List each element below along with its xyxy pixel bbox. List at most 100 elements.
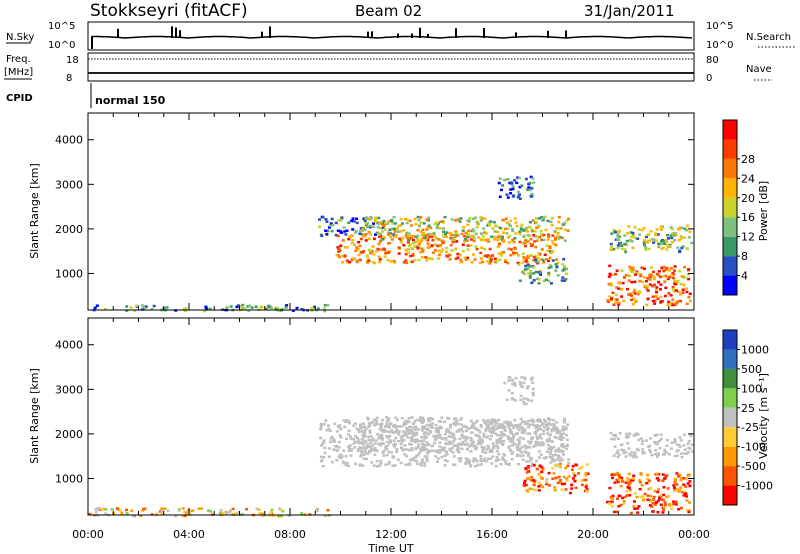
velocity-echo-cell — [458, 460, 462, 463]
power-echo-cell — [620, 288, 624, 291]
power-echo-cell — [643, 284, 647, 287]
power-echo-cell — [646, 285, 650, 288]
velocity-echo-cell — [525, 445, 529, 449]
velocity-echo-cell — [177, 509, 181, 512]
power-echo-cell — [556, 261, 560, 265]
power-echo-cell — [621, 281, 625, 285]
velocity-echo-cell — [617, 453, 621, 456]
velocity-echo-cell — [405, 454, 408, 458]
velocity-echo-cell — [675, 450, 679, 453]
power-echo-cell — [456, 218, 460, 221]
velocity-echo-cell — [545, 478, 549, 481]
velocity-echo-cell — [347, 464, 350, 468]
power-echo-cell — [509, 181, 513, 184]
velocity-echo-cell — [622, 502, 626, 505]
velocity-echo-cell — [578, 467, 582, 470]
velocity-echo-cell — [565, 444, 569, 448]
power-echo-cell — [637, 228, 641, 231]
power-echo-cell — [635, 270, 639, 273]
power-echo-cell — [632, 289, 636, 292]
velocity-echo-cell — [566, 423, 570, 426]
power-echo-cell — [645, 241, 649, 244]
velocity-echo-cell — [434, 430, 438, 433]
velocity-echo-cell — [320, 444, 324, 447]
power-echo-cell — [565, 219, 569, 222]
velocity-echo-cell — [675, 483, 679, 486]
velocity-echo-cell — [504, 462, 508, 465]
power-echo-cell — [542, 261, 546, 264]
power-echo-cell — [492, 238, 496, 241]
power-echo-cell — [400, 222, 404, 225]
power-echo-cell — [424, 256, 428, 259]
velocity-echo-cell — [492, 418, 496, 422]
power-echo-cell — [491, 227, 495, 230]
velocity-echo-cell — [481, 448, 485, 451]
power-echo-cell — [416, 215, 420, 219]
velocity-echo-cell — [616, 471, 619, 475]
velocity-echo-cell — [357, 439, 361, 442]
velocity-echo-cell — [369, 449, 373, 452]
freq-strip-frame — [87, 52, 695, 82]
velocity-echo-cell — [502, 453, 506, 456]
velocity-echo-cell — [426, 423, 430, 427]
velocity-echo-cell — [515, 432, 519, 436]
power-echo-cell — [368, 218, 372, 221]
velocity-echo-cell — [322, 439, 326, 442]
power-echo-cell — [506, 196, 510, 199]
power-echo-cell — [347, 221, 351, 224]
velocity-echo-cell — [221, 511, 225, 515]
power-echo-cell — [386, 258, 390, 262]
velocity-echo-cell — [554, 429, 558, 432]
power-echo-cell — [410, 247, 414, 250]
power-echo-cell — [550, 250, 554, 254]
velocity-echo-cell — [371, 439, 375, 442]
velocity-echo-cell — [532, 479, 536, 482]
velocity-echo-cell — [584, 478, 588, 482]
velocity-echo-cell — [356, 436, 359, 440]
velocity-echo-cell — [338, 434, 342, 437]
power-echo-cell — [417, 242, 421, 246]
cpid-value: normal 150 — [95, 94, 166, 107]
power-echo-cell — [374, 216, 377, 220]
velocity-echo-cell — [510, 397, 514, 400]
power-echo-cell — [313, 305, 316, 309]
power-echo-cell — [671, 232, 675, 235]
power-echo-cell — [362, 217, 366, 220]
power-echo-cell — [686, 247, 689, 251]
power-echo-cell — [496, 245, 500, 249]
velocity-echo-cell — [526, 432, 530, 435]
velocity-colorbar-swatch — [723, 368, 737, 389]
velocity-echo-cell — [434, 455, 438, 458]
power-echo-cell — [524, 239, 528, 242]
velocity-echo-cell — [379, 459, 383, 463]
velocity-echo-cell — [414, 459, 418, 463]
power-echo-cell — [655, 291, 659, 294]
power-echo-cell — [509, 224, 513, 228]
velocity-echo-cell — [345, 419, 349, 422]
velocity-echo-cell — [381, 438, 385, 441]
velocity-echo-cell — [416, 446, 420, 449]
power-echo-cell — [497, 252, 501, 255]
power-echo-cell — [405, 231, 409, 235]
velocity-echo-cell — [490, 418, 494, 421]
power-echo-cell — [443, 235, 446, 238]
velocity-echo-cell — [397, 433, 401, 436]
power-echo-cell — [540, 258, 543, 261]
velocity-echo-cell — [308, 513, 312, 516]
velocity-echo-cell — [674, 477, 677, 481]
power-echo-cell — [556, 231, 560, 235]
power-echo-cell — [448, 254, 452, 257]
velocity-echo-cell — [472, 445, 476, 448]
velocity-echo-cell — [440, 448, 444, 451]
velocity-echo-cell — [366, 452, 370, 455]
velocity-echo-cell — [677, 443, 681, 447]
velocity-echo-cell — [501, 456, 505, 459]
power-echo-cell — [368, 249, 372, 252]
velocity-echo-cell — [449, 441, 452, 444]
power-echo-cell — [666, 243, 669, 247]
power-echo-cell — [420, 256, 424, 259]
velocity-echo-cell — [679, 478, 683, 482]
power-echo-cell — [393, 261, 397, 264]
velocity-echo-cell — [507, 423, 511, 427]
velocity-echo-cell — [674, 500, 678, 503]
